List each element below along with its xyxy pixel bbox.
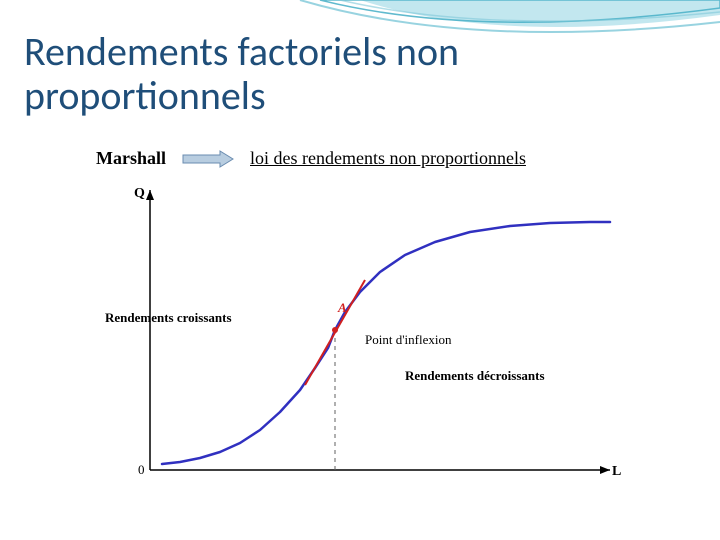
title-line-1: Rendements factoriels non (24, 27, 459, 76)
label-inflection-point: Point d'inflexion (365, 332, 451, 348)
label-increasing-returns: Rendements croissants (105, 310, 232, 326)
title-line-2: proportionnels (24, 71, 266, 120)
x-axis-label: L (612, 464, 621, 480)
y-axis-label: Q (134, 186, 145, 202)
subtitle-author: Marshall (96, 148, 166, 169)
subtitle-row: Marshall loi des rendements non proporti… (96, 148, 526, 169)
arrow-icon (182, 150, 234, 168)
production-curve-chart: Q L Rendements croissants Point d'inflex… (90, 180, 630, 500)
slide-title: Rendements factoriels non proportionnels (24, 30, 459, 118)
subtitle-law: loi des rendements non proportionnels (250, 148, 526, 169)
label-decreasing-returns: Rendements décroissants (405, 368, 545, 384)
origin-marker: 0 (138, 462, 145, 478)
inflection-marker-A: A (338, 300, 347, 316)
